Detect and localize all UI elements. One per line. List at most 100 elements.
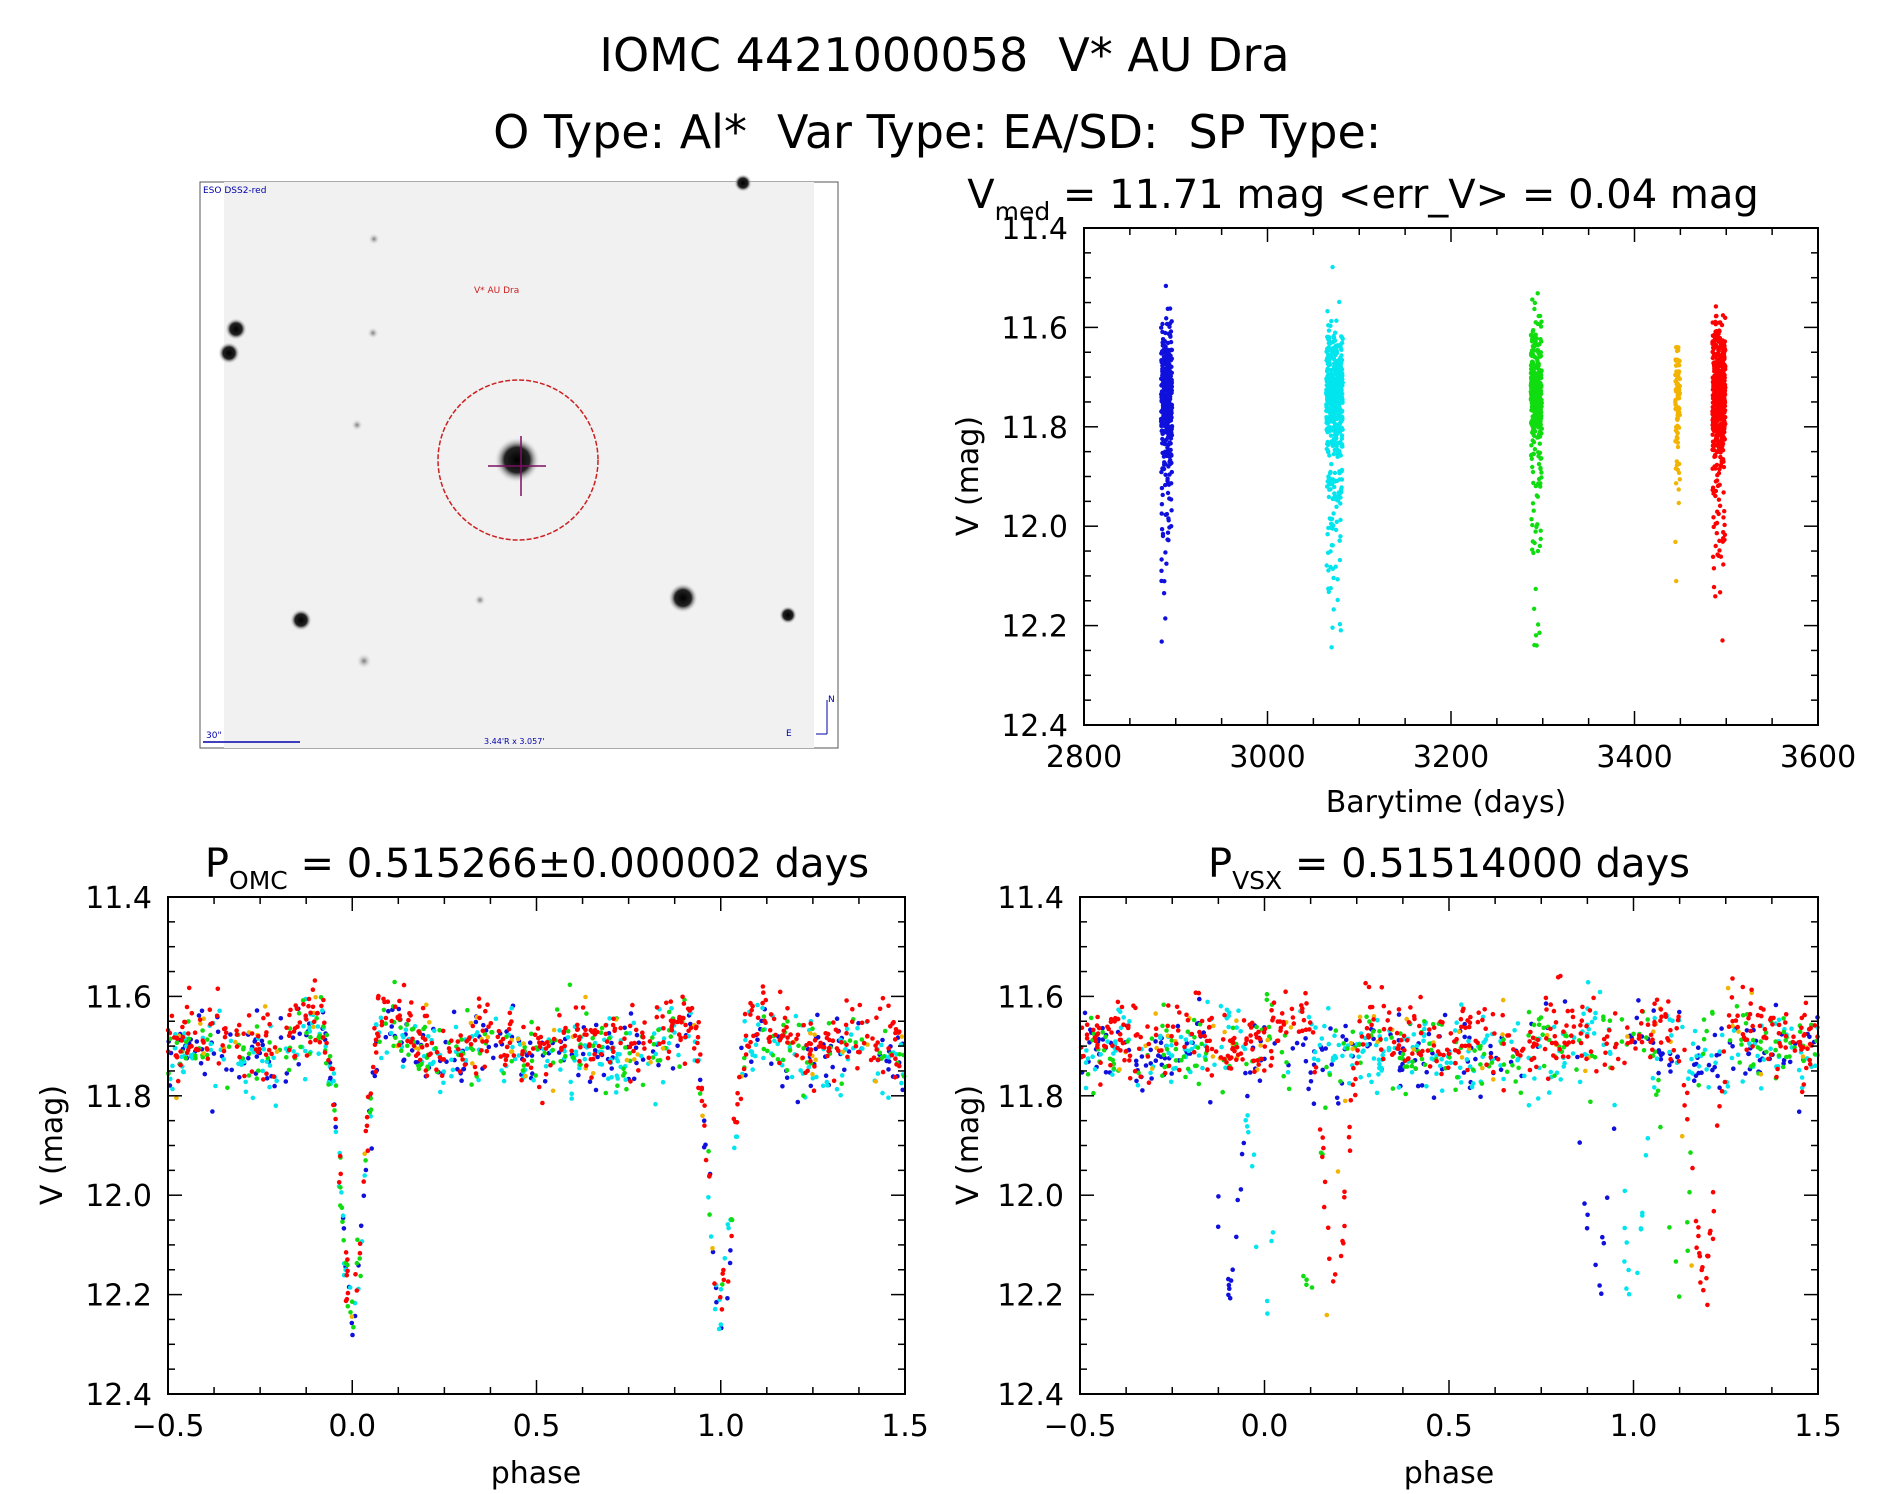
data-point	[523, 1073, 528, 1079]
data-point	[1238, 1187, 1244, 1192]
data-point	[1410, 1059, 1415, 1065]
data-point	[1570, 1014, 1576, 1020]
data-point	[386, 1008, 391, 1014]
data-point	[830, 1064, 835, 1070]
data-point	[583, 994, 588, 1000]
target-label: V* AU Dra	[474, 286, 519, 296]
data-point	[1169, 1043, 1174, 1048]
data-point	[1342, 1189, 1347, 1195]
data-point	[1336, 370, 1341, 376]
data-point	[761, 990, 766, 995]
data-point	[1107, 1056, 1113, 1062]
data-point	[844, 1030, 849, 1036]
data-point	[1529, 443, 1534, 448]
data-point	[345, 1257, 350, 1262]
vartype-value: EA/SD:	[1002, 105, 1159, 159]
data-point	[844, 998, 849, 1003]
data-point	[1306, 1086, 1311, 1092]
data-point	[1578, 1040, 1584, 1046]
data-point	[1249, 1164, 1255, 1169]
data-point	[1564, 1042, 1570, 1047]
data-point	[303, 1048, 308, 1054]
data-point	[1326, 589, 1332, 595]
data-point	[762, 1018, 767, 1024]
data-point	[1402, 1047, 1407, 1053]
data-point	[1622, 1188, 1628, 1194]
compass-east-label: E	[786, 729, 792, 739]
data-point	[293, 1003, 299, 1008]
data-point	[223, 1030, 229, 1036]
data-point	[1371, 1056, 1377, 1061]
data-point	[755, 1037, 760, 1043]
data-point	[1122, 1057, 1127, 1063]
data-point	[358, 1223, 364, 1229]
data-point	[1307, 1020, 1313, 1025]
data-point	[199, 1008, 205, 1014]
data-point	[1719, 322, 1725, 328]
data-point	[702, 1103, 707, 1108]
data-point	[592, 1052, 597, 1057]
data-point	[614, 1055, 619, 1061]
data-point	[1348, 1053, 1354, 1058]
data-point	[174, 1035, 180, 1041]
data-point	[1119, 1004, 1125, 1010]
data-point	[458, 1052, 464, 1058]
data-point	[174, 1040, 180, 1045]
data-point	[1624, 1240, 1629, 1245]
data-point	[1658, 1018, 1663, 1023]
data-point	[622, 1025, 627, 1031]
data-point	[306, 996, 312, 1002]
data-point	[367, 1109, 373, 1115]
data-point	[363, 1167, 369, 1173]
data-point	[337, 1153, 343, 1159]
target-star	[494, 437, 540, 483]
figure-subtitle: O Type: Al* Var Type: EA/SD: SP Type:	[0, 105, 1889, 159]
data-point	[1197, 996, 1202, 1002]
data-point	[1333, 527, 1339, 533]
fold-omc-xlabel: phase	[491, 1456, 582, 1491]
data-point	[400, 1064, 406, 1069]
data-point	[1265, 1311, 1270, 1316]
data-point	[1410, 1051, 1415, 1056]
data-point	[1366, 1035, 1371, 1040]
data-point	[355, 1237, 360, 1243]
data-point	[848, 1032, 854, 1037]
data-point	[1552, 1034, 1558, 1039]
data-point	[1230, 1267, 1235, 1272]
data-point	[739, 1045, 744, 1051]
data-point	[1636, 998, 1641, 1003]
data-point	[1571, 1024, 1577, 1029]
data-point	[1149, 1076, 1154, 1081]
data-point	[557, 1028, 562, 1033]
data-point	[326, 1057, 331, 1063]
data-point	[193, 1056, 198, 1061]
data-point	[1674, 369, 1679, 374]
data-point	[398, 1025, 403, 1030]
data-point	[189, 1010, 195, 1016]
data-point	[391, 1043, 396, 1049]
data-point	[1160, 329, 1165, 335]
data-point	[506, 1026, 512, 1032]
data-point	[880, 1069, 886, 1075]
data-point	[1750, 1023, 1755, 1029]
data-point	[1761, 1057, 1767, 1062]
data-point	[1675, 430, 1680, 436]
data-point	[1160, 436, 1165, 442]
data-point	[1721, 399, 1727, 404]
data-point	[1163, 283, 1169, 289]
data-point	[880, 1037, 885, 1043]
data-point	[1582, 1201, 1587, 1206]
data-point	[1667, 1049, 1672, 1055]
data-point	[1311, 1056, 1317, 1061]
data-point	[1264, 997, 1270, 1003]
data-point	[1332, 495, 1337, 500]
data-point	[1457, 1065, 1463, 1071]
data-point	[1098, 1052, 1103, 1057]
data-point	[1488, 1054, 1494, 1060]
data-point	[320, 1035, 326, 1040]
data-point	[345, 1262, 350, 1268]
data-point	[1514, 1049, 1520, 1055]
data-point	[1439, 1088, 1445, 1093]
data-point	[1083, 1060, 1089, 1065]
data-point	[886, 1046, 891, 1051]
